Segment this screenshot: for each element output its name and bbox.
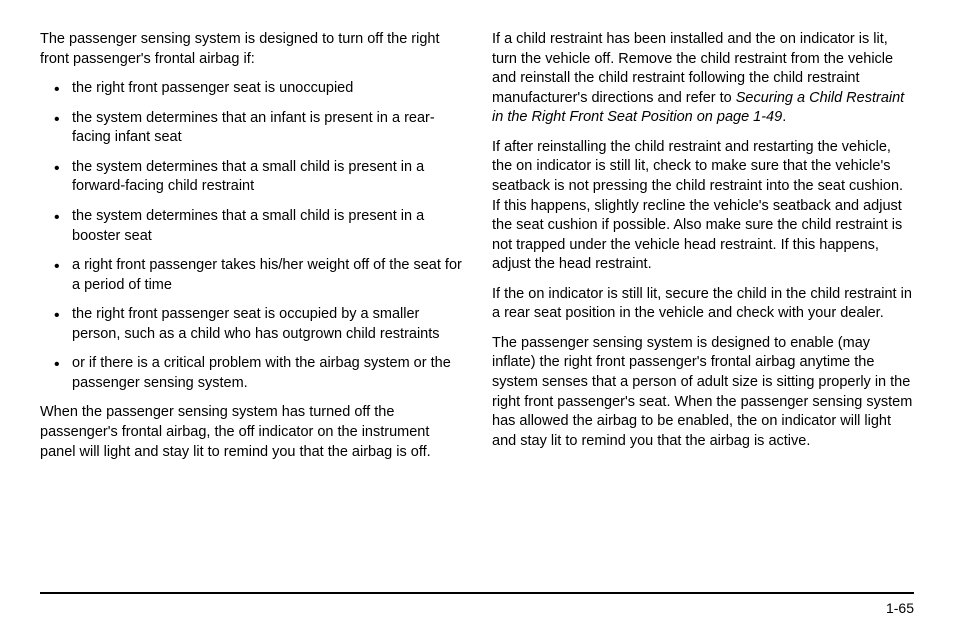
list-item: the system determines that an infant is …	[60, 109, 462, 148]
page: The passenger sensing system is designed…	[0, 0, 954, 636]
right-column: If a child restraint has been installed …	[492, 30, 914, 574]
page-number: 1-65	[886, 600, 914, 616]
paragraph: If the on indicator is still lit, secure…	[492, 285, 914, 324]
list-item: the system determines that a small child…	[60, 158, 462, 197]
list-item: the system determines that a small child…	[60, 207, 462, 246]
left-column: The passenger sensing system is designed…	[40, 30, 462, 574]
paragraph-text: .	[782, 109, 786, 125]
after-paragraph: When the passenger sensing system has tu…	[40, 403, 462, 462]
paragraph: If after reinstalling the child restrain…	[492, 138, 914, 275]
list-item: the right front passenger seat is occupi…	[60, 305, 462, 344]
bullet-list: the right front passenger seat is unoccu…	[40, 79, 462, 393]
list-item: or if there is a critical problem with t…	[60, 354, 462, 393]
page-footer: 1-65	[40, 592, 914, 616]
intro-paragraph: The passenger sensing system is designed…	[40, 30, 462, 69]
list-item: a right front passenger takes his/her we…	[60, 256, 462, 295]
list-item: the right front passenger seat is unoccu…	[60, 79, 462, 99]
paragraph: If a child restraint has been installed …	[492, 30, 914, 128]
paragraph: The passenger sensing system is designed…	[492, 334, 914, 451]
text-columns: The passenger sensing system is designed…	[40, 30, 914, 574]
